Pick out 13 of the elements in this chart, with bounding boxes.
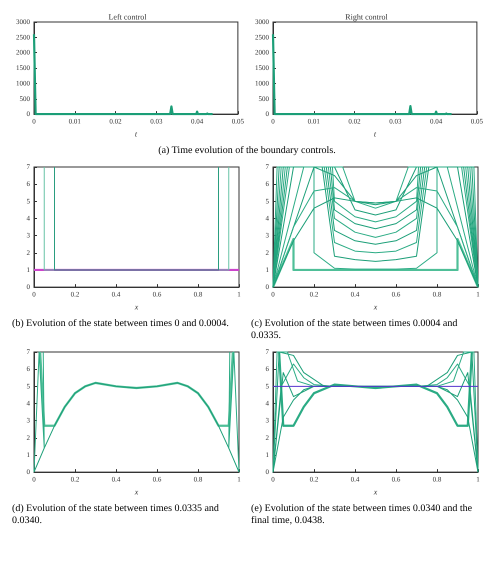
x-axis-title: x [372, 302, 378, 312]
x-axis-title: x [134, 488, 139, 496]
text: (c) Evolution of the state between times 0.0004 and 0.0335. [250, 317, 458, 343]
text: (a) Time evolution of the boundary controls. [157, 144, 337, 158]
x-axis-title: x [134, 302, 139, 312]
text: (d) Evolution of the state between times 0.0335 and 0.0340. [11, 502, 220, 528]
x-axis-title: x [372, 488, 378, 496]
text: (e) Evolution of the state between times 0.0340 and the final time, 0.0438. [250, 502, 474, 528]
chart-title: Left control [108, 12, 148, 22]
x-axis-title: t [374, 130, 377, 138]
text: (b) Evolution of the state between times 0 and 0.0004. [11, 317, 230, 331]
chart-title: Right control [345, 12, 388, 22]
x-axis-title: t [134, 130, 138, 138]
